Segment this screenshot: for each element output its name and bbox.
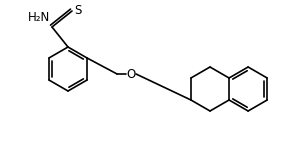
Text: O: O (126, 67, 136, 80)
Text: H₂N: H₂N (28, 11, 50, 24)
Text: S: S (74, 3, 82, 16)
